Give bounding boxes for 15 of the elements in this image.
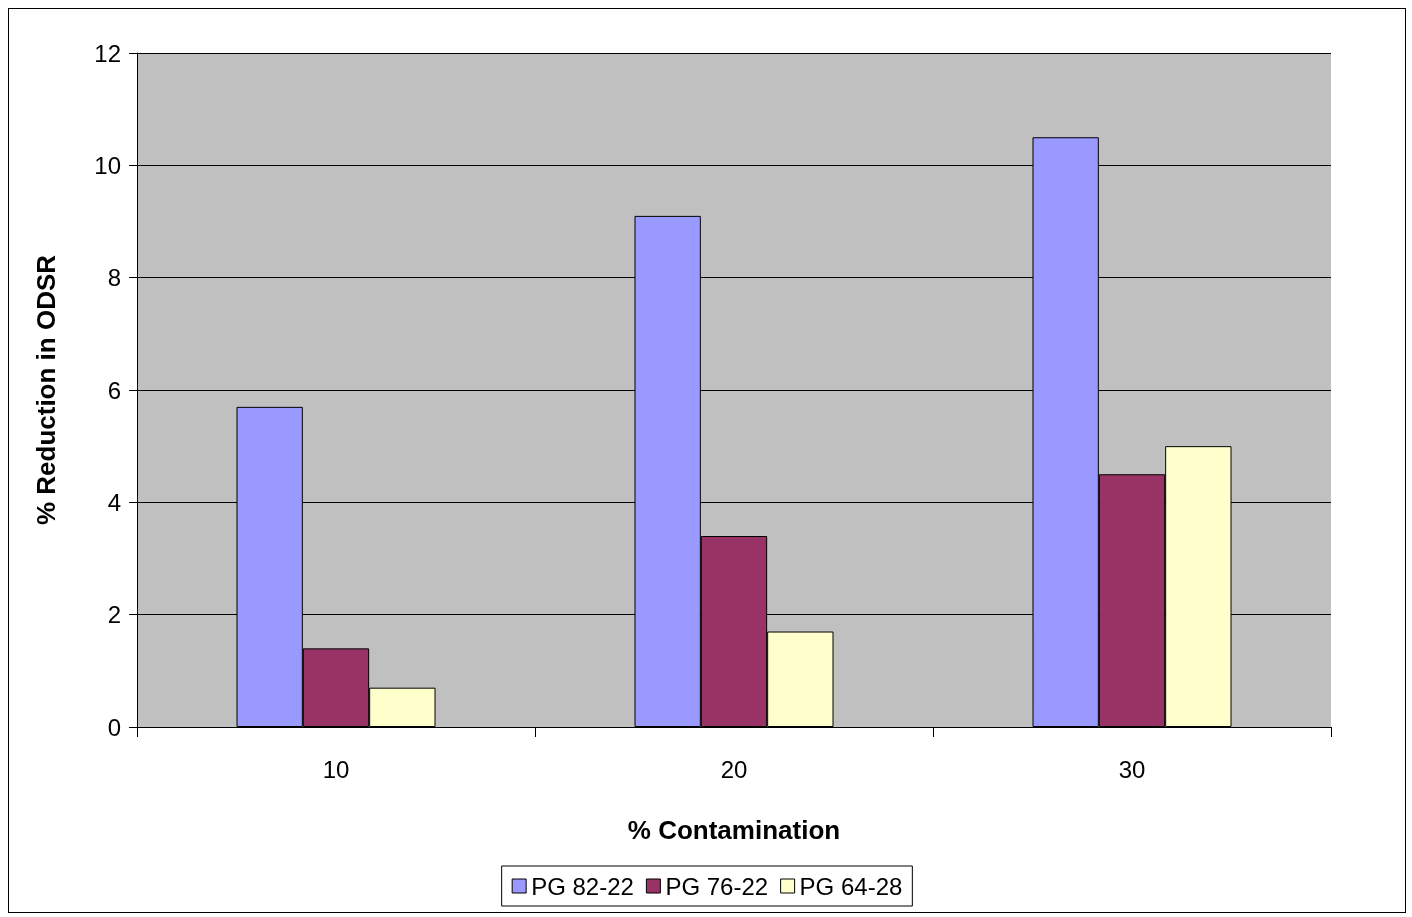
y-tick-label: 10 (94, 151, 121, 179)
x-tick-label: 10 (322, 755, 350, 783)
x-axis-title: % Contamination (627, 815, 841, 845)
y-tick-label: 0 (107, 713, 121, 741)
y-tick-label: 8 (107, 264, 121, 292)
legend-label: PG 82-22 (531, 872, 634, 900)
y-axis-title: % Reduction in ODSR (31, 254, 61, 526)
y-tick-label: 12 (94, 39, 121, 67)
y-tick-label: 6 (107, 376, 121, 404)
x-tick-label: 20 (720, 755, 748, 783)
legend-label: PG 76-22 (665, 872, 769, 900)
legend-label: PG 64-28 (799, 872, 903, 900)
x-tick-label: 30 (1118, 755, 1146, 783)
y-tick-label: 2 (107, 601, 121, 629)
y-tick-label: 4 (107, 488, 121, 516)
